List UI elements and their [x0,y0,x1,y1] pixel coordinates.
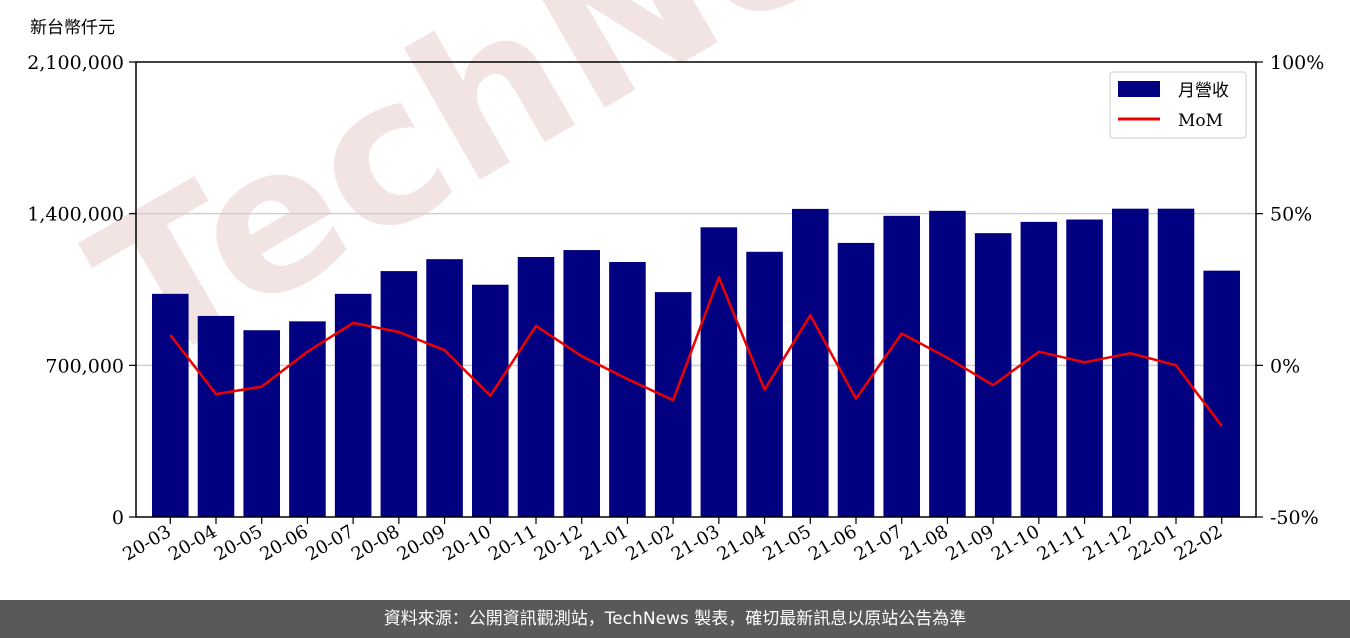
right-tick-label: 100% [1270,52,1324,74]
x-axis: 20-0320-0420-0520-0620-0720-0820-0920-10… [119,517,1226,565]
x-tick-label: 21-09 [942,521,997,565]
bar-21-05 [792,208,829,517]
x-tick-label: 21-06 [805,521,860,565]
x-tick-label: 20-05 [211,521,266,565]
bar-20-06 [289,321,326,517]
x-tick-label: 20-12 [531,521,586,565]
bar-20-03 [152,293,189,517]
x-tick-label: 21-02 [622,521,677,565]
x-tick-label: 21-04 [714,521,769,565]
legend: 月營收 MoM [1109,71,1247,139]
left-tick-label: 0 [112,507,124,529]
x-tick-label: 21-05 [759,521,814,565]
x-tick-label: 20-03 [119,521,174,565]
x-tick-label: 20-10 [439,521,494,565]
left-y-axis: 0 700,000 1,400,000 2,100,000 [27,52,136,529]
bar-20-11 [517,257,555,517]
bar-20-12 [563,250,600,518]
x-tick-label: 20-06 [256,521,311,565]
x-tick-label: 20-09 [394,521,449,565]
bar-21-03 [700,227,738,518]
bar-21-10 [1020,221,1058,517]
revenue-chart: TechNews 新台幣仟元 0700,0001,400,0002,100,00… [27,0,1324,565]
bar-20-05 [243,330,280,517]
bar-20-09 [426,259,463,517]
mom-line [169,276,1223,427]
bar-21-04 [746,251,783,518]
x-tick-label: 21-12 [1079,521,1134,565]
x-tick-label: 22-02 [1171,521,1226,565]
bar-21-01 [609,261,646,517]
x-tick-label: 21-03 [668,521,723,565]
bar-22-02 [1203,270,1240,517]
left-tick-label: 700,000 [45,355,124,377]
right-tick-label: 50% [1270,204,1312,226]
legend-bar-label: 月營收 [1178,81,1229,101]
bar-21-02 [654,292,692,517]
x-tick-label: 21-01 [576,521,631,565]
right-tick-label: -50% [1270,507,1319,529]
left-tick-label: 1,400,000 [27,204,124,226]
x-tick-label: 20-11 [485,521,540,565]
right-y-axis: -50% 0% 50% 100% [1256,52,1324,529]
bar-20-08 [380,271,418,517]
x-tick-label: 22-01 [1125,521,1180,565]
x-tick-label: 20-08 [348,521,403,565]
plot-frame [135,61,1257,518]
unit-label: 新台幣仟元 [30,18,115,38]
bar-21-08 [929,210,966,517]
x-tick-label: 21-11 [1034,521,1089,565]
x-tick-label: 21-10 [988,521,1043,565]
x-tick-label: 21-08 [896,521,951,565]
legend-line-label: MoM [1178,111,1223,131]
x-tick-label: 21-07 [851,521,906,565]
bar-21-07 [883,215,920,518]
mom-line-series [169,276,1223,427]
legend-bar-swatch [1118,81,1160,97]
source-footer: 資料來源：公開資訊觀測站，TechNews 製表，確切最新訊息以原站公告為準 [0,600,1350,638]
bar-20-04 [197,315,235,517]
right-tick-label: 0% [1270,355,1300,377]
bar-series [152,208,1240,518]
bar-20-10 [472,284,509,517]
left-tick-label: 2,100,000 [27,52,124,74]
bar-21-11 [1066,219,1103,517]
bar-21-12 [1112,208,1149,517]
bar-20-07 [334,293,372,517]
x-tick-label: 20-04 [165,521,220,565]
x-tick-label: 20-07 [302,521,357,565]
